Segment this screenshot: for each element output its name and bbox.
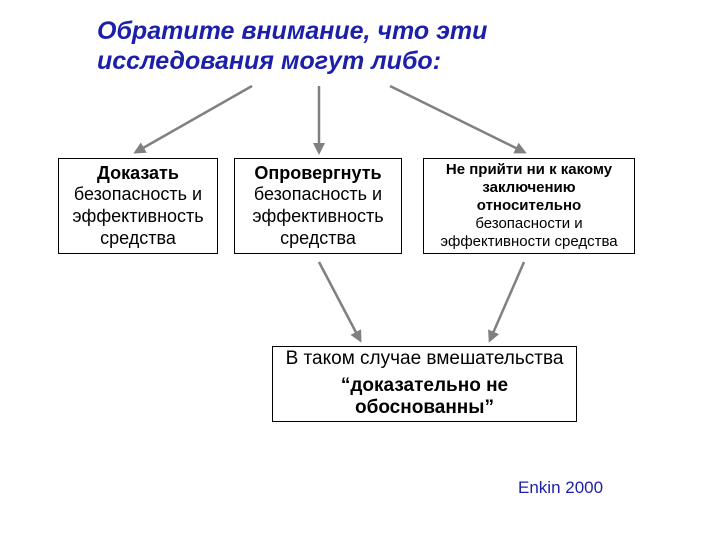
box-conclusion-line1: В таком случае вмешательства (286, 348, 564, 371)
box-prove-rest: безопасность и эффективность средства (72, 184, 203, 247)
box-prove-bold: Доказать (97, 163, 179, 183)
arrows-layer (0, 0, 720, 540)
box-inconclusive-rest: безопасности и эффективности средства (440, 215, 617, 250)
box-disprove-rest: безопасность и эффективность средства (252, 184, 383, 247)
box-conclusion-line2: “доказательно не обоснованны” (281, 375, 568, 421)
box-conclusion: В таком случае вмешательства “доказатель… (272, 346, 577, 422)
arrow-2 (390, 86, 524, 152)
box-prove: Доказать безопасность и эффективность ср… (58, 158, 218, 254)
arrow-0 (136, 86, 252, 152)
arrow-4 (490, 262, 524, 340)
arrow-3 (319, 262, 360, 340)
box-inconclusive-bold: Не прийти ни к какому заключению относит… (446, 161, 612, 214)
box-disprove: Опровергнуть безопасность и эффективност… (234, 158, 402, 254)
citation: Enkin 2000 (518, 478, 603, 498)
slide-root: Обратите внимание, что эти исследования … (0, 0, 720, 540)
slide-title: Обратите внимание, что эти исследования … (97, 16, 617, 76)
box-disprove-bold: Опровергнуть (254, 163, 381, 183)
box-inconclusive: Не прийти ни к какому заключению относит… (423, 158, 635, 254)
